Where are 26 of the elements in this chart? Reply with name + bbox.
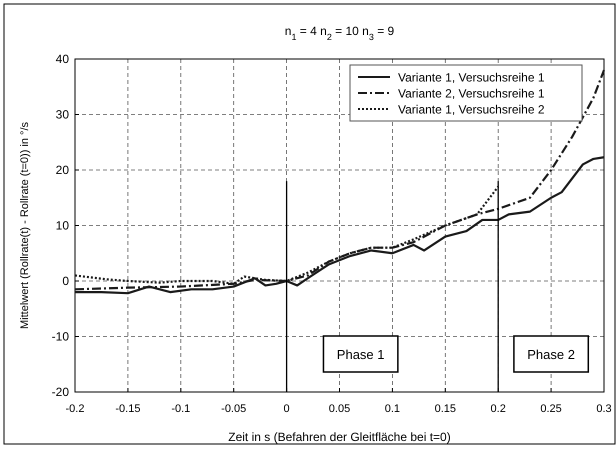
x-tick-label: -0.2 xyxy=(66,403,84,415)
x-tick-label: 0.1 xyxy=(384,403,400,415)
x-tick-label: -0.05 xyxy=(221,403,246,415)
x-tick-label: 0.3 xyxy=(596,403,612,415)
x-axis-title: Zeit in s (Befahren der Gleitfläche bei t=0) xyxy=(228,430,451,444)
legend-label: Variante 2, Versuchsreihe 1 xyxy=(398,86,545,100)
y-tick-label: 20 xyxy=(56,163,70,177)
y-axis-title: Mittelwert (Rollrate(t) - Rollrate (t=0)) in °/s xyxy=(19,122,31,330)
chart-title: n$_{1}$ = 4 n$_{2}$ = 10 n$_{3}$ = 9 xyxy=(284,24,395,42)
x-tick-label: 0.05 xyxy=(328,403,350,415)
y-tick-label: 30 xyxy=(56,108,70,122)
y-tick-label: 0 xyxy=(62,274,70,288)
y-tick-label: -20 xyxy=(52,385,70,399)
y-tick-label: -10 xyxy=(52,330,70,344)
x-tick-label: 0.2 xyxy=(490,403,506,415)
x-tick-label: -0.1 xyxy=(171,403,190,415)
y-tick-label: 10 xyxy=(56,218,70,232)
legend-label: Variante 1, Versuchsreihe 1 xyxy=(398,70,545,84)
annotation: Phase 1 xyxy=(336,347,385,362)
y-tick-label: 40 xyxy=(56,52,70,66)
x-tick-label: -0.15 xyxy=(115,403,140,415)
x-tick-label: 0 xyxy=(284,403,290,415)
annotation: Phase 2 xyxy=(527,347,575,362)
legend-label: Variante 1, Versuchsreihe 2 xyxy=(398,102,545,116)
x-tick-label: 0.15 xyxy=(434,403,456,415)
x-tick-label: 0.25 xyxy=(540,403,562,415)
